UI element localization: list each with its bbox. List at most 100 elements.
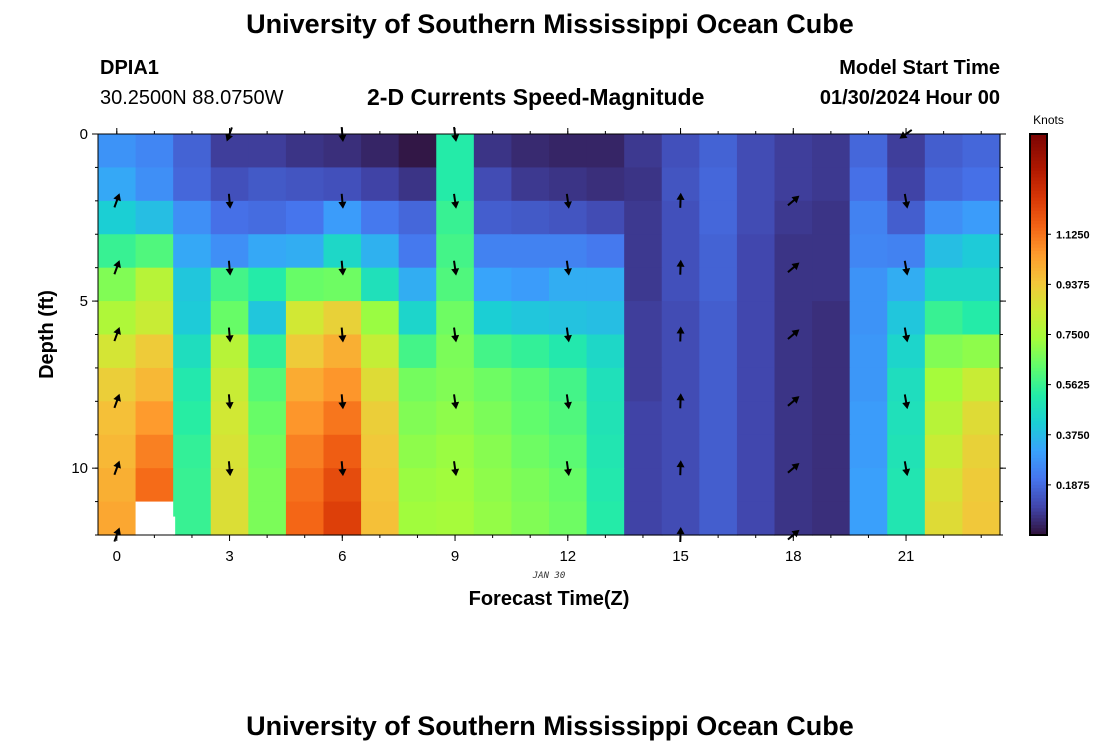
heatmap-cell: [511, 134, 550, 169]
heatmap-cell: [849, 200, 888, 235]
colorbar-segment: [1030, 504, 1047, 509]
heatmap-cell: [473, 334, 513, 369]
x-tick-label: 21: [898, 548, 915, 565]
heatmap-cell: [473, 468, 513, 503]
heatmap-cell: [699, 267, 738, 302]
colorbar-segment: [1030, 220, 1047, 225]
heatmap-cell: [398, 334, 437, 369]
heatmap-cell: [849, 401, 888, 436]
heatmap-cell: [361, 200, 400, 235]
heatmap-cell: [285, 434, 325, 469]
heatmap-cell: [699, 401, 738, 436]
colorbar-segment: [1030, 331, 1047, 336]
colorbar-segment: [1030, 341, 1047, 346]
colorbar-segment: [1030, 174, 1047, 179]
colorbar-segment: [1030, 164, 1047, 169]
heatmap-cell: [624, 267, 663, 302]
current-arrow: [787, 329, 800, 340]
heatmap-cell: [361, 434, 400, 469]
heatmap-cell: [135, 200, 174, 235]
heatmap-cell: [849, 334, 888, 369]
model-start-label: Model Start Time: [839, 57, 1000, 79]
colorbar-segment: [1030, 317, 1047, 322]
heatmap-cell: [962, 301, 1001, 336]
heatmap-cell: [361, 501, 400, 536]
heatmap-cell: [285, 501, 325, 536]
heatmap-cell: [173, 468, 212, 503]
heatmap-cell: [436, 434, 475, 469]
heatmap-cell: [924, 200, 964, 235]
heatmap-cell: [285, 267, 325, 302]
colorbar-segment: [1030, 250, 1047, 255]
heatmap-cell: [511, 234, 550, 269]
heatmap-cell: [924, 468, 964, 503]
colorbar-segment: [1030, 224, 1047, 229]
heatmap-cell: [887, 434, 926, 469]
colorbar-segment: [1030, 377, 1047, 382]
y-tick-label: 5: [80, 293, 88, 310]
colorbar-segment: [1030, 237, 1047, 242]
heatmap-cell: [135, 267, 174, 302]
heatmap-cell: [736, 200, 776, 235]
colorbar-segment: [1030, 327, 1047, 332]
heatmap-cell: [699, 501, 738, 536]
heatmap-cell: [736, 401, 776, 436]
colorbar-segment: [1030, 448, 1047, 453]
current-arrow: [902, 327, 911, 343]
heatmap-cell: [736, 334, 776, 369]
heatmap-cell: [774, 501, 813, 536]
current-arrow: [563, 327, 572, 343]
heatmap-cell: [887, 501, 926, 536]
colorbar-segment: [1030, 361, 1047, 366]
colorbar-segment: [1030, 257, 1047, 262]
heatmap-cell: [173, 134, 212, 169]
heatmap-cell: [962, 234, 1001, 269]
heatmap-cell: [436, 234, 475, 269]
heatmap-cell: [511, 301, 550, 336]
heatmap-cell: [924, 301, 964, 336]
heatmap-cell: [586, 234, 625, 269]
page-title: University of Southern Mississippi Ocean…: [246, 9, 854, 39]
heatmap-cell: [812, 401, 851, 436]
heatmap-cell: [812, 501, 851, 536]
colorbar-segment: [1030, 414, 1047, 419]
heatmap-cell: [924, 334, 964, 369]
current-arrow: [902, 394, 911, 410]
heatmap-cell: [962, 468, 1001, 503]
heatmap-cell: [586, 367, 625, 402]
heatmap-cell: [436, 301, 475, 336]
heatmap-cell: [473, 234, 513, 269]
heatmap-cell: [398, 134, 437, 169]
heatmap-cell: [736, 434, 776, 469]
current-arrow: [225, 193, 234, 209]
colorbar-segment: [1030, 160, 1047, 165]
heatmap-cell: [473, 501, 513, 536]
footer-title: University of Southern Mississippi Ocean…: [246, 711, 854, 741]
heatmap-cell: [624, 501, 663, 536]
heatmap-cell: [624, 234, 663, 269]
heatmap-cell: [849, 301, 888, 336]
station-coords: 30.2500N 88.0750W: [100, 87, 284, 109]
colorbar-segment: [1030, 167, 1047, 172]
current-arrow: [563, 394, 572, 410]
heatmap-cell: [285, 367, 325, 402]
current-arrow: [338, 126, 347, 142]
colorbar-segment: [1030, 424, 1047, 429]
current-arrow: [676, 259, 685, 275]
heatmap-cell: [586, 167, 625, 202]
heatmap-cell: [361, 234, 400, 269]
heatmap-cell: [98, 401, 137, 436]
current-arrow: [787, 396, 800, 407]
heatmap-cell: [849, 434, 888, 469]
current-arrow: [113, 460, 121, 476]
heatmap-cell: [135, 468, 174, 503]
heatmap-cell: [887, 167, 926, 202]
heatmap-cell: [398, 468, 437, 503]
heatmap-cell: [436, 367, 475, 402]
heatmap-cell: [511, 334, 550, 369]
colorbar-segment: [1030, 307, 1047, 312]
colorbar-segment: [1030, 408, 1047, 412]
colorbar-segment: [1030, 207, 1047, 212]
heatmap-cell: [361, 367, 400, 402]
current-arrow: [563, 461, 572, 477]
